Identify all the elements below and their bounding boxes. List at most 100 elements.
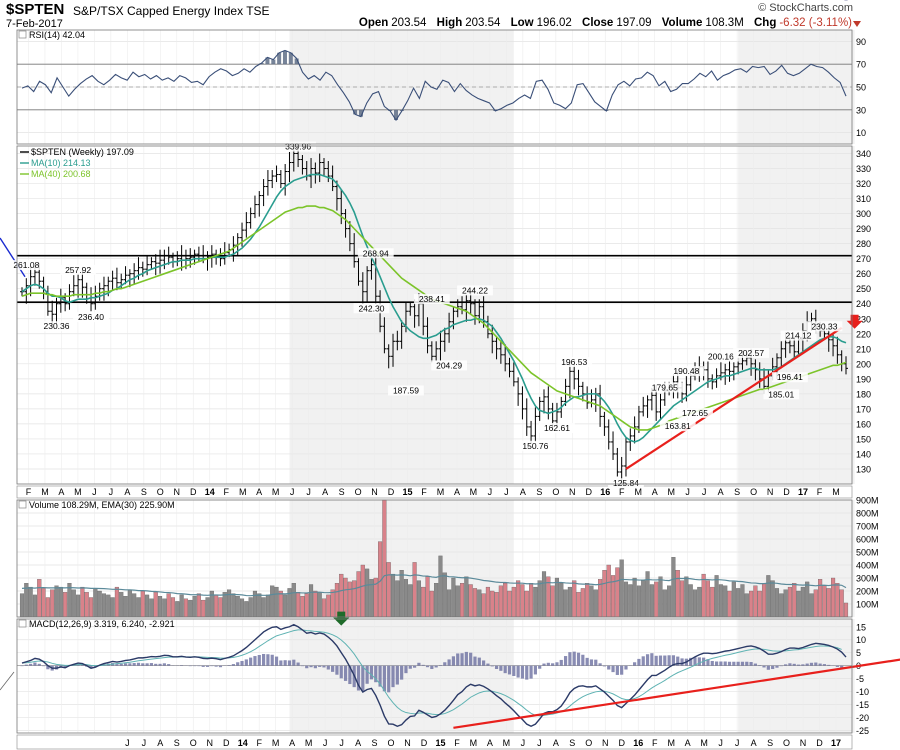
macd-histogram-bar	[568, 652, 572, 666]
macd-histogram-bar	[805, 663, 809, 666]
volume-bar	[416, 580, 421, 618]
bottom-month-label: F	[256, 738, 262, 748]
volume-bar	[779, 593, 784, 618]
bottom-month-label: O	[388, 738, 395, 748]
month-label: M	[74, 487, 82, 497]
price-tick-label: 290	[856, 224, 871, 234]
macd-histogram-bar	[300, 665, 305, 667]
month-label: A	[718, 487, 724, 497]
macd-histogram-bar	[516, 665, 520, 678]
price-label-bg	[517, 440, 554, 451]
macd-histogram-bar	[132, 663, 136, 666]
price-label: 238.41	[419, 294, 445, 304]
volume-bar	[300, 596, 305, 618]
volume-bar	[265, 594, 270, 618]
macd-histogram-bar	[201, 665, 205, 667]
month-label: S	[339, 487, 345, 497]
bottom-month-label: 14	[238, 738, 248, 748]
volume-bar	[796, 590, 801, 618]
volume-bar	[835, 583, 840, 618]
macd-histogram-bar	[318, 665, 322, 667]
month-label: S	[141, 487, 147, 497]
volume-bar	[149, 598, 154, 618]
macd-histogram-bar	[205, 665, 210, 667]
change-value: -6.32 (-3.11%)	[779, 17, 852, 29]
macd-histogram-bar	[214, 665, 218, 667]
macd-histogram-bar	[421, 664, 425, 666]
volume-bar	[559, 583, 564, 618]
price-tick-label: 230	[856, 314, 871, 324]
volume-bar	[58, 586, 63, 618]
volume-bar	[438, 555, 443, 618]
month-label: J	[702, 487, 707, 497]
volume-bar	[365, 568, 370, 618]
macd-histogram-bar	[412, 665, 417, 668]
price-tick-label: 300	[856, 209, 871, 219]
macd-histogram-bar	[180, 665, 184, 666]
volume-bar	[270, 585, 275, 618]
bottom-month-label: S	[569, 738, 575, 748]
macd-histogram-bar	[494, 665, 499, 670]
macd-histogram-bar	[438, 665, 443, 666]
volume-tick-label: 400M	[856, 561, 879, 571]
month-label: M	[667, 487, 675, 497]
bottom-month-label: O	[783, 738, 790, 748]
macd-histogram-bar	[482, 660, 486, 666]
volume-bar	[684, 576, 689, 618]
volume-bar	[727, 590, 732, 618]
macd-histogram-bar	[645, 654, 650, 666]
volume-bar	[41, 588, 46, 618]
macd-histogram-bar	[814, 662, 818, 666]
volume-bar	[88, 597, 94, 618]
volume-bar	[71, 589, 76, 618]
macd-histogram-bar	[261, 653, 266, 666]
macd-histogram-bar	[607, 665, 611, 670]
macd-tick-label: 5	[856, 648, 861, 658]
macd-histogram-bar	[835, 665, 839, 667]
macd-histogram-bar	[447, 659, 451, 666]
price-tick-label: 280	[856, 239, 871, 249]
volume-bar	[602, 570, 607, 618]
macd-histogram-bar	[404, 665, 408, 674]
volume-bar	[261, 597, 266, 618]
macd-histogram-bar	[331, 665, 335, 672]
volume-bar	[658, 576, 663, 618]
bottom-month-label: D	[421, 738, 428, 748]
volume-bar	[123, 596, 128, 618]
rsi-tick-label: 70	[856, 60, 866, 70]
macd-histogram-bar	[408, 665, 412, 669]
month-label: A	[322, 487, 328, 497]
volume-bar	[347, 581, 352, 618]
volume-tick-label: 900M	[856, 496, 879, 506]
price-label-bg	[772, 372, 808, 383]
price-label: 200.16	[708, 352, 734, 362]
volume-bar	[321, 598, 327, 618]
volume-bar	[218, 597, 223, 618]
volume-bar	[296, 592, 301, 618]
bottom-month-label: 17	[831, 738, 841, 748]
price-tick-label: 270	[856, 254, 871, 264]
volume-bar	[84, 592, 89, 618]
month-label: S	[734, 487, 740, 497]
macd-histogram-bar	[840, 665, 844, 669]
month-label: 17	[798, 487, 808, 497]
macd-histogram-bar	[512, 665, 516, 676]
volume-bar	[403, 579, 409, 618]
macd-histogram-bar	[538, 665, 542, 669]
macd-histogram-bar	[456, 653, 460, 666]
price-tick-label: 320	[856, 179, 871, 189]
volume-bar	[132, 593, 137, 618]
macd-histogram-bar	[253, 656, 257, 666]
volume-bar	[37, 579, 42, 618]
month-label: 15	[403, 487, 413, 497]
macd-histogram-bar	[633, 662, 637, 666]
price-label: 163.81	[665, 421, 691, 431]
volume-bar	[744, 593, 749, 618]
macd-histogram-bar	[29, 663, 33, 666]
price-label-bg	[431, 360, 467, 371]
price-tick-label: 330	[856, 164, 871, 174]
volume-bar	[188, 599, 193, 618]
price-label: 268.94	[363, 248, 389, 258]
volume-legend-box	[18, 500, 27, 509]
